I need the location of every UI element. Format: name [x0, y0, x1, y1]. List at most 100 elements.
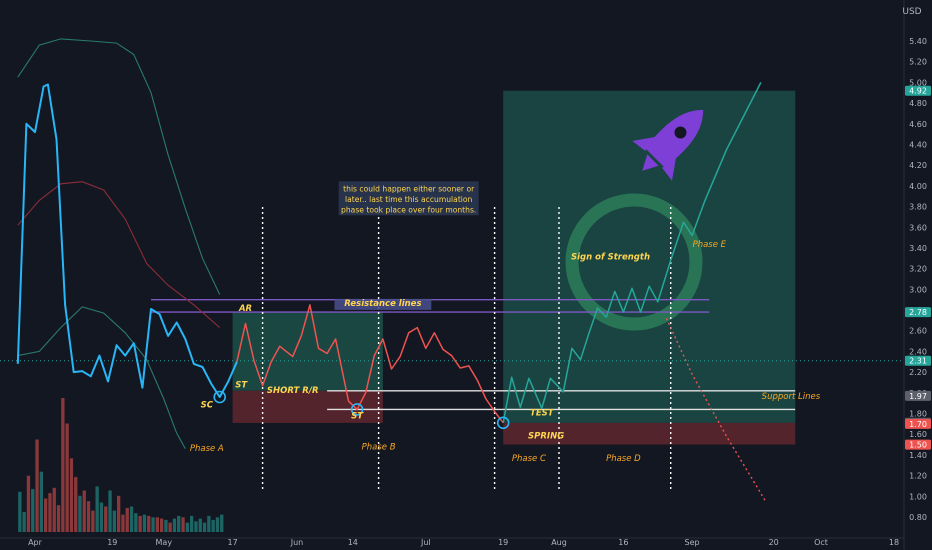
volume-bar	[164, 519, 168, 532]
volume-bar	[26, 475, 31, 532]
annotation-label: SC	[201, 400, 214, 410]
band-upper-line	[17, 38, 221, 295]
volume-bar	[181, 517, 185, 532]
price-tag-label: 2.78	[909, 308, 927, 317]
y-tick-label: 1.80	[909, 410, 927, 419]
volume-bar	[151, 517, 155, 532]
volume-bar	[194, 521, 198, 532]
pivot-circle-marker	[350, 403, 364, 416]
x-tick-label: Jul	[420, 538, 431, 547]
volume-bar	[207, 515, 211, 532]
volume-bar	[95, 486, 99, 532]
note-text-line: later.. last time this accumulation	[345, 195, 473, 204]
volume-bar	[211, 519, 215, 532]
y-tick-label: 3.60	[909, 223, 927, 232]
price-tag	[905, 307, 931, 318]
y-tick-label: 1.60	[909, 430, 927, 439]
volume-bar	[142, 514, 147, 532]
y-tick-label: 3.80	[909, 203, 927, 212]
volume-bar	[78, 495, 82, 532]
volume-bar	[147, 515, 151, 532]
annotation-label: Phase C	[512, 454, 546, 464]
annotation-label: Sign of Strength	[571, 252, 650, 262]
x-tick-label: 19	[498, 538, 508, 547]
volume-bar	[99, 502, 104, 532]
price-tag-label: 2.31	[909, 357, 927, 366]
rocket-body	[645, 109, 704, 168]
x-tick-label: 16	[618, 538, 628, 547]
volume-bar	[185, 522, 189, 532]
x-tick-label: Apr	[28, 538, 43, 547]
rocket-icon	[632, 109, 704, 181]
annotation-label: Phase A	[190, 444, 224, 454]
price-tag-label: 1.50	[909, 441, 927, 450]
volume-bar	[86, 501, 91, 532]
volume-bar	[155, 517, 159, 532]
annotations-layer: AR ST SC SHORT R/R ST TEST SPRING Resistance li…	[190, 181, 821, 464]
volume-bar	[112, 510, 116, 532]
volume-bar	[91, 510, 95, 532]
volume-layer	[18, 398, 224, 532]
volume-bar	[31, 489, 35, 532]
annotation-label: Support Lines	[762, 392, 821, 402]
volume-bar	[65, 423, 69, 532]
bands-layer	[17, 38, 221, 449]
volume-bar	[104, 506, 108, 532]
zone-long-position-profit	[232, 312, 383, 391]
y-tick-label: 0.80	[909, 513, 927, 522]
volume-bar	[48, 493, 52, 532]
price-tag-label: 4.92	[909, 87, 927, 96]
volume-bar	[52, 487, 56, 532]
y-tick-label: 5.40	[909, 37, 927, 46]
price-scenario-line	[236, 304, 504, 424]
y-tick-label: 5.00	[909, 78, 927, 87]
note-text-line: phase took place over four months.	[341, 205, 476, 214]
volume-bar	[18, 491, 22, 532]
volume-bar	[160, 518, 164, 532]
annotation-label: AR	[238, 304, 252, 314]
annotation-label: Phase E	[693, 240, 727, 250]
price-tag	[905, 85, 931, 96]
note-text-line: this could happen either sooner or	[343, 184, 475, 193]
y-tick-label: 1.20	[909, 472, 927, 481]
price-tag	[905, 390, 931, 401]
y-tick-label: 4.80	[909, 99, 927, 108]
axis-unit-label: USD	[902, 7, 921, 17]
price-tag-label: 1.70	[909, 420, 927, 429]
volume-bar	[61, 398, 65, 532]
volume-bar	[202, 522, 207, 532]
annotation-label: ST	[235, 381, 248, 391]
ring-icon-circle	[565, 193, 703, 331]
series-layer	[16, 82, 766, 501]
volume-bar	[82, 490, 86, 532]
volume-bar	[74, 477, 78, 532]
annotation-label: Phase B	[362, 443, 396, 453]
pivot-circle-marker	[213, 390, 226, 404]
volume-bar	[22, 511, 26, 532]
x-tick-label: 20	[769, 538, 779, 547]
volume-bar	[44, 498, 48, 532]
price-tag	[905, 439, 931, 450]
price-tag-label: 1.97	[909, 392, 927, 401]
rocket-window	[674, 126, 687, 139]
volume-bar	[125, 507, 129, 532]
projection-line	[665, 318, 766, 501]
y-tick-label: 2.20	[909, 368, 927, 377]
rocket-fin-right	[662, 156, 677, 181]
volume-bar	[134, 513, 138, 532]
volume-bar	[108, 490, 112, 532]
volume-bar	[172, 518, 177, 532]
volume-bar	[190, 515, 194, 532]
price-scenario-line	[502, 82, 762, 423]
x-tick-label: 19	[107, 538, 117, 547]
rocket-flame	[642, 154, 659, 171]
price-tag	[905, 418, 931, 429]
volume-bar	[35, 439, 39, 532]
volume-bar	[138, 515, 142, 532]
price-tag	[905, 355, 931, 366]
annotation-label: SPRING	[528, 431, 564, 441]
ring-icon	[565, 193, 703, 331]
volume-bar	[198, 518, 202, 532]
